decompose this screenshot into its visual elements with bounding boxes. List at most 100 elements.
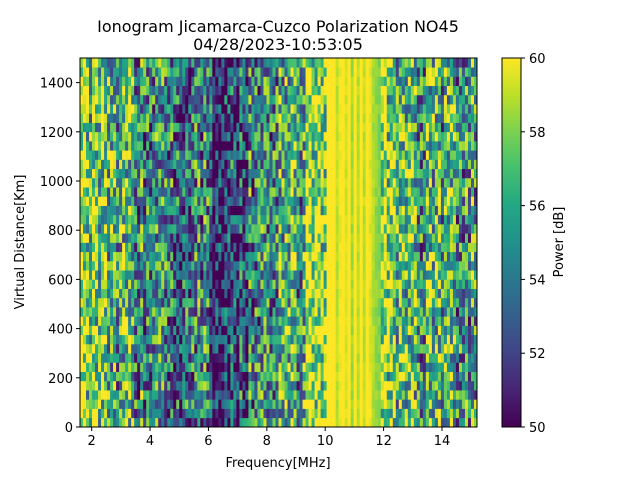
- heatmap-cell: [335, 224, 339, 234]
- heatmap-cell: [140, 168, 144, 179]
- heatmap-cell: [386, 177, 391, 188]
- heatmap-cell: [230, 279, 234, 289]
- heatmap-cell: [101, 76, 105, 87]
- heatmap-cell: [347, 58, 352, 68]
- heatmap-cell: [290, 362, 294, 372]
- heatmap-cell: [404, 168, 409, 179]
- heatmap-cell: [335, 58, 339, 68]
- heatmap-cell: [263, 307, 267, 317]
- heatmap-cell: [395, 417, 400, 428]
- heatmap-cell: [101, 224, 105, 234]
- heatmap-cell: [215, 325, 219, 336]
- heatmap-cell: [209, 408, 213, 419]
- heatmap-cell: [278, 122, 282, 133]
- heatmap-cell: [194, 408, 198, 419]
- heatmap-cell: [110, 343, 114, 354]
- heatmap-cell: [92, 307, 96, 317]
- heatmap-cell: [146, 307, 150, 317]
- heatmap-cell: [200, 122, 204, 133]
- heatmap-cell: [152, 270, 156, 280]
- heatmap-cell: [167, 214, 171, 225]
- heatmap-cell: [275, 399, 279, 409]
- heatmap-cell: [341, 233, 346, 243]
- heatmap-cell: [323, 343, 327, 354]
- heatmap-cell: [161, 177, 165, 188]
- heatmap-cell: [182, 390, 186, 400]
- heatmap-cell: [419, 380, 424, 391]
- heatmap-cell: [185, 131, 189, 142]
- heatmap-cell: [200, 371, 204, 382]
- heatmap-cell: [170, 353, 174, 363]
- heatmap-cell: [443, 85, 448, 96]
- heatmap-cell: [251, 288, 255, 299]
- heatmap-cell: [113, 187, 117, 197]
- heatmap-cell: [137, 353, 141, 363]
- heatmap-cell: [170, 408, 174, 419]
- heatmap-cell: [287, 177, 291, 188]
- heatmap-cell: [329, 159, 333, 170]
- heatmap-cell: [137, 122, 141, 133]
- heatmap-cell: [401, 353, 406, 363]
- heatmap-cell: [95, 113, 99, 123]
- heatmap-cell: [386, 362, 391, 372]
- heatmap-cell: [326, 214, 330, 225]
- heatmap-cell: [359, 177, 364, 188]
- heatmap-cell: [191, 371, 195, 382]
- heatmap-cell: [122, 390, 126, 400]
- heatmap-cell: [347, 417, 352, 428]
- heatmap-cell: [284, 371, 288, 382]
- heatmap-cell: [80, 380, 84, 391]
- heatmap-cell: [416, 113, 421, 123]
- heatmap-cell: [125, 205, 129, 216]
- heatmap-cell: [278, 85, 282, 96]
- heatmap-cell: [80, 316, 84, 326]
- heatmap-cell: [413, 168, 418, 179]
- heatmap-cell: [92, 131, 96, 142]
- heatmap-cell: [407, 288, 412, 299]
- heatmap-cell: [248, 224, 252, 234]
- heatmap-cell: [140, 224, 144, 234]
- heatmap-cell: [140, 371, 144, 382]
- heatmap-cell: [410, 76, 415, 87]
- heatmap-cell: [89, 371, 93, 382]
- heatmap-cell: [128, 343, 132, 354]
- heatmap-cell: [281, 399, 285, 409]
- heatmap-cell: [95, 288, 99, 299]
- heatmap-cell: [353, 159, 358, 170]
- heatmap-cell: [173, 334, 177, 345]
- heatmap-cell: [314, 58, 318, 68]
- heatmap-cell: [110, 122, 114, 133]
- heatmap-cell: [197, 94, 201, 105]
- heatmap-cell: [332, 233, 336, 243]
- heatmap-cell: [350, 297, 355, 308]
- heatmap-cell: [359, 168, 364, 179]
- heatmap-cell: [149, 85, 153, 96]
- heatmap-cell: [260, 131, 264, 142]
- heatmap-cell: [230, 141, 234, 151]
- heatmap-cell: [197, 343, 201, 354]
- heatmap-cell: [347, 67, 352, 77]
- heatmap-cell: [380, 343, 385, 354]
- heatmap-cell: [83, 159, 87, 170]
- heatmap-cell: [452, 408, 457, 419]
- heatmap-cell: [224, 141, 228, 151]
- heatmap-cell: [356, 325, 361, 336]
- heatmap-cell: [281, 307, 285, 317]
- heatmap-cell: [422, 390, 427, 400]
- heatmap-cell: [371, 168, 376, 179]
- heatmap-cell: [404, 362, 409, 372]
- heatmap-cell: [245, 279, 249, 289]
- heatmap-cell: [293, 362, 297, 372]
- heatmap-cell: [275, 371, 279, 382]
- heatmap-cell: [365, 390, 370, 400]
- heatmap-cell: [446, 353, 451, 363]
- heatmap-cell: [437, 187, 442, 197]
- heatmap-cell: [149, 131, 153, 142]
- heatmap-cell: [95, 131, 99, 142]
- heatmap-cell: [227, 353, 231, 363]
- heatmap-cell: [356, 399, 361, 409]
- heatmap-cell: [419, 325, 424, 336]
- heatmap-cell: [371, 399, 376, 409]
- heatmap-cell: [203, 390, 207, 400]
- heatmap-cell: [383, 177, 388, 188]
